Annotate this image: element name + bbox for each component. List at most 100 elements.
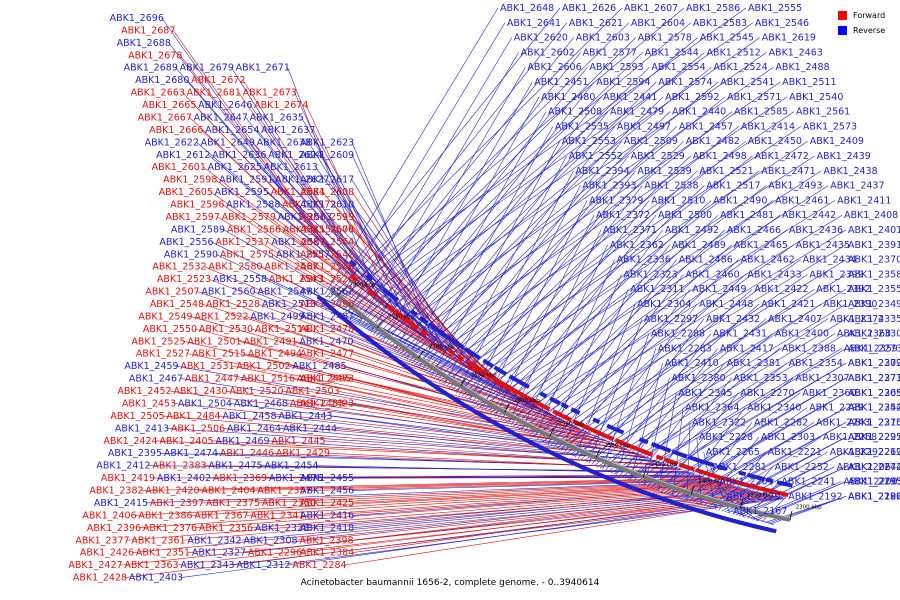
leader-line [686,422,691,501]
gene-label-right: ABK1_2414 [741,121,795,132]
leader-line [134,484,730,516]
tick-mark [460,378,466,387]
gene-label-left: ABK1_2588 [226,200,280,211]
gene-label-left: ABK1_2514 [255,324,309,335]
tick-mark [739,499,744,509]
leader-line [411,111,671,364]
leader-line [399,96,664,355]
gene-label-left: ABK1_2426 [80,548,134,559]
gene-label-right: ABK1_2336 [617,255,671,266]
gene-label-right: ABK1_2192 [788,491,842,502]
gene-label-left: ABK1_2560 [201,287,255,298]
gene-glyph [694,457,703,464]
legend-reverse-label: Reverse [853,26,886,35]
gene-label-left: ABK1_2350 [262,498,316,509]
leader-line [644,377,670,487]
gene-label-right: ABK1_2490 [713,195,767,206]
gene-label-left: ABK1_2361 [131,535,185,546]
gene-glyph [490,375,499,383]
gene-label-right: ABK1_2472 [755,151,809,162]
gene-glyph [780,491,789,497]
leader-line [661,392,739,493]
gene-label-left: ABK1_2547 [257,287,311,298]
leader-line [523,244,670,433]
leader-line [120,495,773,566]
gene-label-left: ABK1_2575 [220,249,274,260]
leader-line [695,422,847,504]
gene-label-right: ABK1_2281 [713,462,767,473]
gene-label-left: ABK1_2386 [138,510,192,521]
gene-glyph [478,368,487,376]
gene-label-left: ABK1_2454 [264,461,318,472]
gene-label-left: ABK1_2356 [199,523,253,534]
gene-label-right: ABK1_2626 [562,3,616,14]
gene-label-left: ABK1_2520 [229,386,283,397]
gene-glyph [655,454,664,461]
gene-label-left: ABK1_2596 [170,200,224,211]
leader-line [658,392,677,492]
gene-label-right: ABK1_2574 [658,77,712,88]
tick-label: 2600 kbp [514,398,540,404]
gene-label-left: ABK1_2566 [227,224,281,235]
gene-label-left: ABK1_2444 [283,423,337,434]
leader-line [250,488,745,529]
gene-glyph [616,428,625,435]
leader-line [596,318,829,468]
gene-label-left: ABK1_2601 [152,162,206,173]
leader-line [466,170,822,400]
gene-label-right: ABK1_2524 [713,62,767,73]
leader-line [566,288,753,454]
gene-label-left: ABK1_2458 [222,411,276,422]
gene-label-left: ABK1_2525 [131,336,185,347]
gene-label-right: ABK1_2335 [848,314,900,325]
gene-label-right: ABK1_2441 [603,92,657,103]
gene-label-right: ABK1_2292 [830,447,884,458]
leader-line [610,333,836,474]
gene-label-right: ABK1_2371 [603,225,657,236]
gene-label-left: ABK1_2487 [300,311,354,322]
leader-line [295,491,758,541]
leader-line [580,303,760,461]
gene-label-left: ABK1_2503 [285,386,339,397]
leader-line [292,378,619,447]
gene-label-left: ABK1_2418 [300,523,354,534]
tick-label: 2400 kbp [698,478,724,484]
gene-label-right: ABK1_2193 [848,477,900,488]
gene-glyph [485,360,495,369]
gene-label-right: ABK1_2368 [837,329,891,340]
gene-label-right: ABK1_2439 [817,151,871,162]
leader-line [396,96,602,353]
gene-label-right: ABK1_2481 [720,210,774,221]
leader-line [354,37,698,320]
gene-label-right: ABK1_2273 [848,343,900,354]
gene-label-right: ABK1_2431 [713,329,767,340]
gene-label-right: ABK1_2283 [658,343,712,354]
tick-mark [549,428,555,437]
gene-glyph [785,482,793,488]
gene-label-right: ABK1_2275 [848,417,900,428]
leader-line [619,348,718,477]
gene-label-left: ABK1_2467 [129,374,183,385]
leader-line [211,241,506,391]
tick-label: 2350 kbp [747,493,773,499]
gene-label-left: ABK1_2376 [143,523,197,534]
leader-line [561,289,629,452]
gene-label-right: ABK1_2358 [848,269,900,280]
leader-line [418,126,554,369]
gene-label-right: ABK1_2417 [720,343,774,354]
leader-line [712,436,847,509]
gene-label-right: ABK1_2229 [726,491,780,502]
gene-label-right: ABK1_2461 [775,195,829,206]
gene-label-left: ABK1_2563 [278,212,332,223]
gene-label-right: ABK1_2432 [706,314,760,325]
tick-mark [595,449,600,458]
leader-line [464,170,760,399]
leader-line [347,37,512,315]
gene-label-left: ABK1_2679 [180,63,234,74]
gene-label-left: ABK1_2681 [187,88,241,99]
leader-line [340,22,630,309]
gene-label-left: ABK1_2595 [215,187,269,198]
leader-line [377,66,712,339]
leader-line [246,316,567,423]
leader-line [363,52,643,328]
